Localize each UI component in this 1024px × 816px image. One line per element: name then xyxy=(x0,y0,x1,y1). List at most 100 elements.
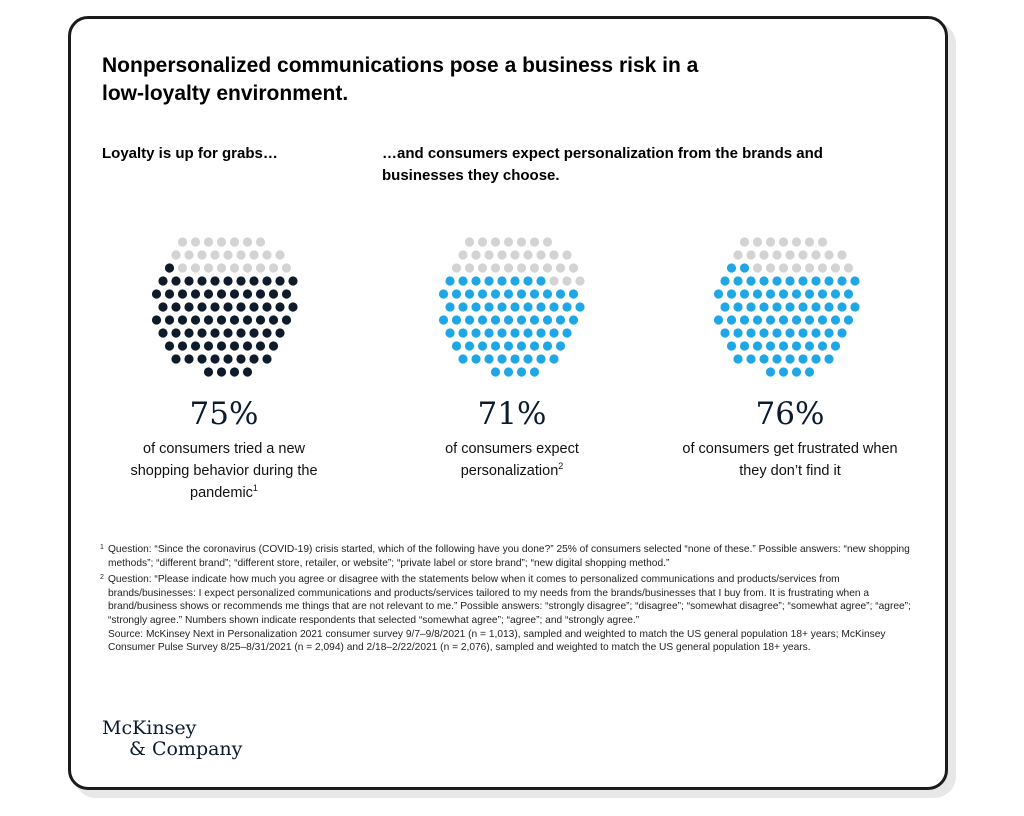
dot-empty xyxy=(464,237,475,247)
dot-empty xyxy=(562,250,572,260)
dot-empty xyxy=(203,263,214,273)
dot-filled xyxy=(562,302,572,312)
dot-filled xyxy=(726,263,737,273)
dot-filled xyxy=(184,276,194,286)
dot-empty xyxy=(490,237,501,247)
dot-empty xyxy=(275,250,285,260)
dot-filled xyxy=(197,302,207,312)
dot-filled xyxy=(791,289,802,299)
dot-filled xyxy=(785,302,795,312)
dot-empty xyxy=(229,237,240,247)
dot-filled xyxy=(765,341,776,351)
dot-filled xyxy=(281,315,292,325)
dot-filled xyxy=(262,276,272,286)
dot-empty xyxy=(249,250,259,260)
dot-filled xyxy=(464,289,475,299)
dot-empty xyxy=(549,276,559,286)
dot-filled xyxy=(536,302,546,312)
dot-filled xyxy=(536,276,546,286)
dot-filled xyxy=(236,276,246,286)
dot-filled xyxy=(451,315,462,325)
dot-empty xyxy=(464,263,475,273)
dot-filled xyxy=(184,328,194,338)
dot-empty xyxy=(765,237,776,247)
dot-filled xyxy=(830,315,841,325)
dot-empty xyxy=(746,250,756,260)
dot-filled xyxy=(171,276,181,286)
dot-filled xyxy=(262,354,272,364)
dot-empty xyxy=(798,250,808,260)
dot-filled xyxy=(739,315,750,325)
dot-filled xyxy=(490,341,501,351)
stat-3-value: 76% xyxy=(755,396,825,432)
dot-empty xyxy=(778,237,789,247)
dot-filled xyxy=(268,315,279,325)
dot-filled xyxy=(720,302,730,312)
dot-filled xyxy=(510,354,520,364)
dot-empty xyxy=(791,263,802,273)
dot-empty xyxy=(523,250,533,260)
dot-filled xyxy=(798,354,808,364)
dot-chart-1 xyxy=(151,237,298,377)
dot-filled xyxy=(555,315,566,325)
dot-filled xyxy=(249,328,259,338)
dot-empty xyxy=(242,237,253,247)
stat-1-value: 75% xyxy=(189,396,259,432)
dot-filled xyxy=(843,289,854,299)
dot-empty xyxy=(190,263,201,273)
dot-empty xyxy=(216,237,227,247)
dot-filled xyxy=(203,341,214,351)
dot-filled xyxy=(477,289,488,299)
dot-filled xyxy=(837,276,847,286)
dot-empty xyxy=(529,237,540,247)
dot-filled xyxy=(778,367,789,377)
dot-filled xyxy=(726,315,737,325)
dot-filled xyxy=(529,367,540,377)
footnote-1: 1 Question: “Since the coronavirus (COVID… xyxy=(100,544,910,569)
dot-filled xyxy=(184,302,194,312)
dot-empty xyxy=(177,237,188,247)
dot-filled xyxy=(288,302,298,312)
dot-empty xyxy=(236,250,246,260)
dot-filled xyxy=(445,276,455,286)
footnote-ref-1: 1 xyxy=(252,483,258,494)
dot-empty xyxy=(451,263,462,273)
stat-2-value: 71% xyxy=(477,396,547,432)
dot-filled xyxy=(236,302,246,312)
dot-filled xyxy=(759,328,769,338)
dot-filled xyxy=(216,341,227,351)
dot-filled xyxy=(197,354,207,364)
dot-filled xyxy=(210,328,220,338)
footnote-ref-2: 2 xyxy=(558,461,564,472)
dot-filled xyxy=(804,341,815,351)
dot-filled xyxy=(164,341,175,351)
dot-filled xyxy=(497,354,507,364)
dot-filled xyxy=(255,315,266,325)
stat-3-desc: of consumers get frustrated when they do… xyxy=(682,441,898,479)
dot-filled xyxy=(713,289,724,299)
dot-filled xyxy=(523,354,533,364)
dot-filled xyxy=(471,354,481,364)
dot-empty xyxy=(262,250,272,260)
dot-filled xyxy=(510,302,520,312)
dot-empty xyxy=(242,263,253,273)
dot-filled xyxy=(458,276,468,286)
dot-filled xyxy=(151,289,162,299)
dot-filled xyxy=(184,354,194,364)
dot-filled xyxy=(229,367,240,377)
dot-filled xyxy=(549,354,559,364)
dot-empty xyxy=(562,276,572,286)
dot-filled xyxy=(798,302,808,312)
dot-empty xyxy=(484,250,494,260)
dot-filled xyxy=(484,302,494,312)
dot-filled xyxy=(210,276,220,286)
dot-filled xyxy=(242,367,253,377)
dot-filled xyxy=(811,302,821,312)
dot-filled xyxy=(438,315,449,325)
dot-filled xyxy=(445,302,455,312)
dot-empty xyxy=(804,263,815,273)
dot-filled xyxy=(510,276,520,286)
dot-filled xyxy=(458,328,468,338)
dot-filled xyxy=(837,302,847,312)
